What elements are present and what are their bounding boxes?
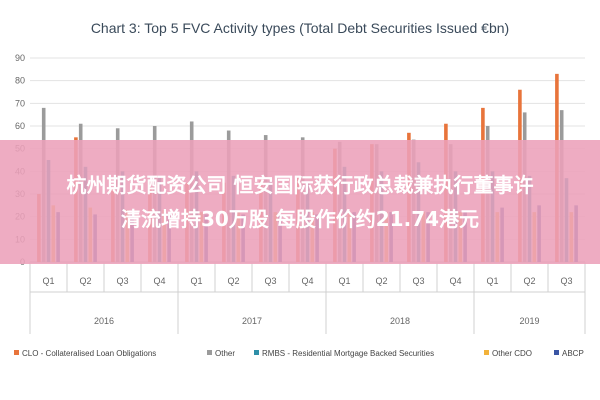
year-label: 2019 bbox=[519, 316, 539, 326]
x-tick-label: Q2 bbox=[523, 276, 535, 286]
y-tick-label: 70 bbox=[15, 98, 25, 108]
x-tick-label: Q2 bbox=[79, 276, 91, 286]
x-tick-label: Q3 bbox=[264, 276, 276, 286]
x-tick-label: Q1 bbox=[190, 276, 202, 286]
legend-swatch bbox=[484, 350, 489, 355]
year-label: 2016 bbox=[94, 316, 114, 326]
chart-title: Chart 3: Top 5 FVC Activity types (Total… bbox=[91, 20, 509, 36]
legend-label: CLO - Collateralised Loan Obligations bbox=[22, 349, 156, 358]
x-tick-label: Q4 bbox=[153, 276, 165, 286]
legend-swatch bbox=[207, 350, 212, 355]
legend-swatch bbox=[254, 350, 259, 355]
legend-label: ABCP bbox=[562, 349, 584, 358]
legend: CLO - Collateralised Loan Obligations Oth… bbox=[14, 349, 584, 358]
legend-label: Other bbox=[215, 349, 235, 358]
x-tick-label: Q4 bbox=[449, 276, 461, 286]
y-tick-label: 90 bbox=[15, 53, 25, 63]
x-tick-label: Q4 bbox=[301, 276, 313, 286]
x-tick-label: Q1 bbox=[486, 276, 498, 286]
x-tick-label: Q3 bbox=[412, 276, 424, 286]
banner-line-1: 杭州期货配资公司 恒安国际获行政总裁兼执行董事许 bbox=[66, 173, 534, 197]
x-tick-label: Q1 bbox=[42, 276, 54, 286]
year-label: 2018 bbox=[390, 316, 410, 326]
year-label: 2017 bbox=[242, 316, 262, 326]
y-tick-label: 60 bbox=[15, 121, 25, 131]
legend-label: RMBS - Residential Mortgage Backed Secur… bbox=[262, 349, 434, 358]
y-tick-label: 80 bbox=[15, 76, 25, 86]
x-tick-label: Q1 bbox=[338, 276, 350, 286]
x-tick-label: Q3 bbox=[116, 276, 128, 286]
legend-swatch bbox=[14, 350, 19, 355]
legend-label: Other CDO bbox=[492, 349, 532, 358]
x-tick-label: Q2 bbox=[227, 276, 239, 286]
overlay-banner: 杭州期货配资公司 恒安国际获行政总裁兼执行董事许 清流增持30万股 每股作价约2… bbox=[0, 140, 600, 264]
x-tick-label: Q2 bbox=[375, 276, 387, 286]
x-tick-label: Q3 bbox=[560, 276, 572, 286]
banner-line-2: 清流增持30万股 每股作价约21.74港元 bbox=[120, 207, 480, 231]
legend-swatch bbox=[554, 350, 559, 355]
x-axis: Q1 Q2 Q3 Q4 Q1 Q2 Q3 Q4 Q1 Q2 Q3 Q4 Q1 Q2 Q3 2016 2017 20… bbox=[29, 262, 586, 334]
